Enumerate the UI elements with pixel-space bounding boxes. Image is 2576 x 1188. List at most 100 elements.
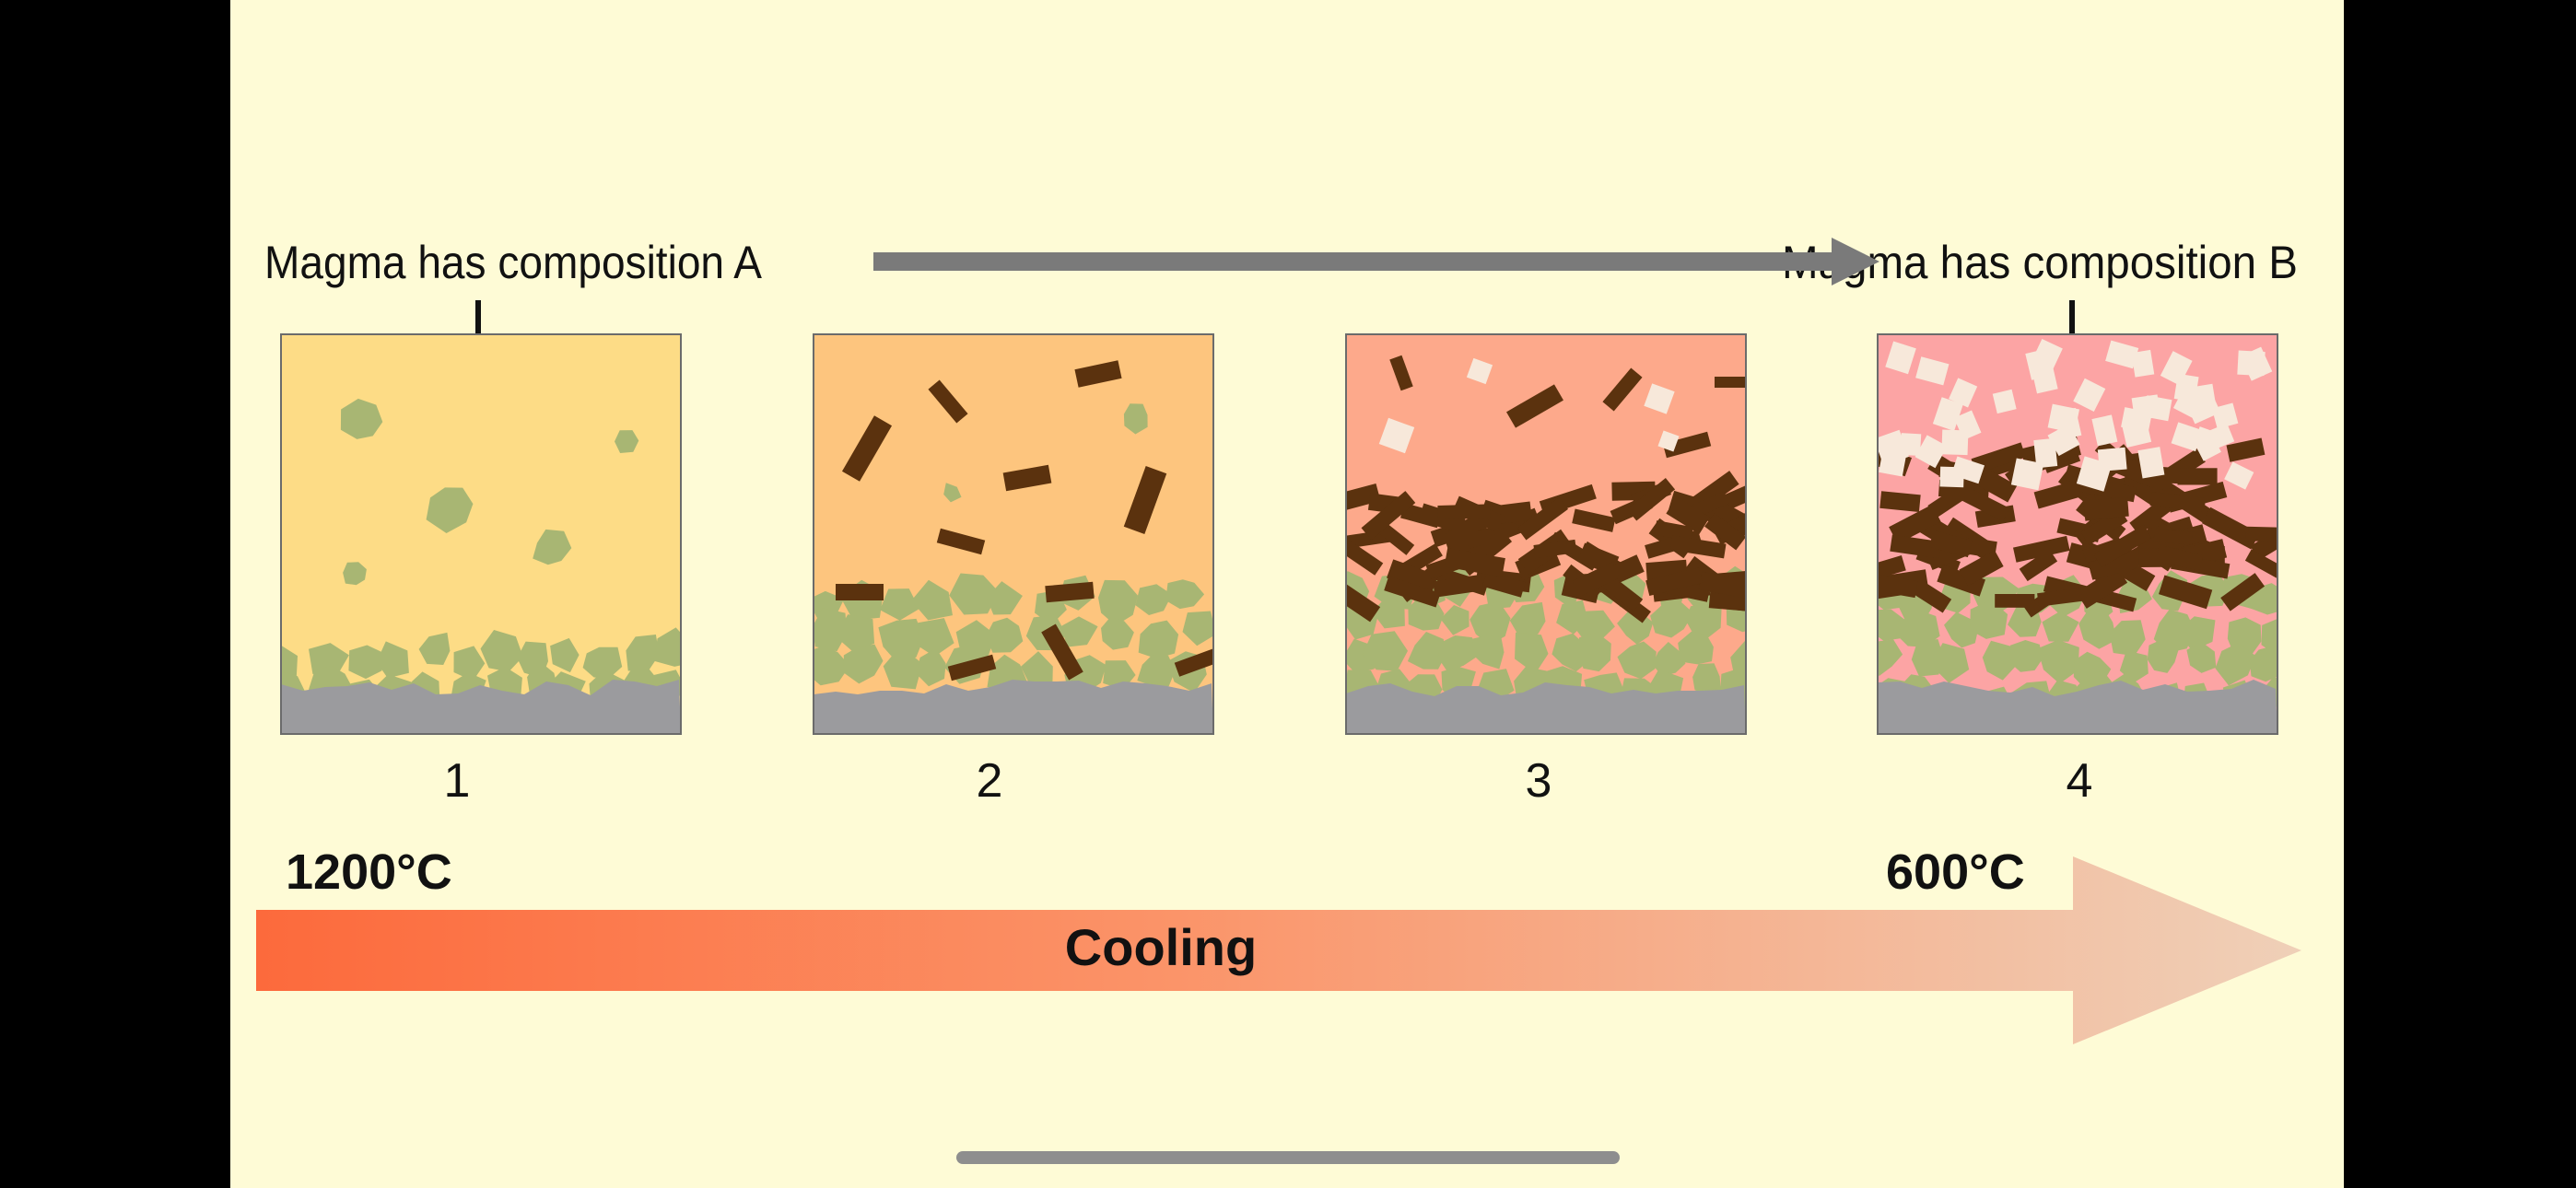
- olivine-crystal: [1515, 632, 1549, 674]
- olivine-crystal: [1101, 617, 1134, 650]
- olivine-crystal: [814, 608, 848, 652]
- feldspar-crystal: [1949, 378, 1978, 408]
- pyroxene-crystal: [1889, 504, 1941, 544]
- pyroxene-crystal: [2220, 573, 2266, 611]
- olivine-crystal: [376, 641, 409, 679]
- feldspar-crystal: [1885, 341, 1916, 375]
- pyroxene-crystal: [1878, 555, 1906, 581]
- pyroxene-crystal: [1444, 548, 1505, 577]
- feldspar-crystal: [1953, 410, 1982, 440]
- olivine-crystal: [1652, 642, 1686, 677]
- time-arrow: [873, 238, 1879, 285]
- pyroxene-crystal: [1715, 377, 1746, 388]
- olivine-crystal: [1469, 600, 1511, 646]
- pyroxene-crystal: [2093, 524, 2152, 568]
- slide-canvas: Magma has composition A Magma has compos…: [230, 0, 2344, 1188]
- panel-number-1: 1: [444, 754, 471, 808]
- feldspar-crystal: [1992, 389, 2017, 414]
- pyroxene-crystal: [1890, 534, 1942, 559]
- pyroxene-crystal: [1346, 577, 1381, 623]
- olivine-crystal: [626, 635, 660, 671]
- olivine-crystal: [1578, 632, 1611, 672]
- olivine-crystal: [426, 487, 474, 533]
- olivine-crystal: [1930, 643, 1970, 683]
- pyroxene-crystal: [1377, 522, 1415, 555]
- olivine-crystal: [1437, 635, 1479, 672]
- pyroxene-crystal: [2155, 544, 2204, 571]
- feldspar-crystal: [2010, 458, 2044, 491]
- olivine-crystal: [843, 644, 884, 684]
- olivine-crystal: [2177, 616, 2216, 651]
- olivine-crystal: [917, 618, 954, 657]
- pyroxene-crystal: [2149, 491, 2207, 512]
- panel-number-4: 4: [2067, 754, 2093, 808]
- pyroxene-crystal: [1662, 431, 1712, 459]
- pyroxene-crystal: [1572, 508, 1616, 532]
- pyroxene-crystal: [1437, 504, 1491, 520]
- pyroxene-crystal: [1123, 466, 1167, 534]
- feldspar-crystal: [2105, 340, 2139, 369]
- pyroxene-crystal: [1645, 567, 1703, 597]
- olivine-crystal: [2109, 620, 2146, 657]
- temperature-start: 1200°C: [286, 844, 452, 900]
- pyroxene-crystal: [2226, 437, 2266, 462]
- pyroxene-crystal: [2201, 507, 2260, 550]
- pyroxene-crystal: [1387, 559, 1438, 594]
- olivine-crystal: [986, 581, 1023, 615]
- olivine-crystal: [340, 398, 383, 439]
- olivine-crystal: [653, 627, 681, 667]
- pyroxene-crystal: [2037, 588, 2083, 607]
- olivine-crystal: [880, 588, 919, 621]
- olivine-crystal: [1650, 600, 1694, 638]
- feldspar-crystal: [2224, 461, 2254, 490]
- feldspar-crystal: [1914, 435, 1948, 469]
- feldspar-crystal: [2131, 349, 2155, 378]
- pyroxene-crystal: [1971, 442, 2026, 474]
- feldspar-crystal: [2173, 373, 2199, 402]
- olivine-crystal: [2037, 639, 2079, 684]
- temperature-end: 600°C: [1886, 844, 2025, 900]
- feldspar-crystal: [2076, 456, 2113, 492]
- olivine-crystal: [1572, 610, 1615, 641]
- olivine-crystal: [343, 562, 367, 586]
- olivine-crystal: [2249, 645, 2277, 682]
- feldspar-crystal: [1941, 429, 1969, 456]
- pyroxene-crystal: [1666, 496, 1710, 534]
- olivine-crystal: [453, 646, 486, 681]
- pyroxene-crystal: [1602, 367, 1643, 412]
- feldspar-crystal: [2143, 395, 2172, 422]
- pyroxene-crystal: [1669, 535, 1727, 559]
- olivine-crystal: [835, 614, 875, 652]
- pyroxene-crystal: [1928, 530, 1973, 558]
- pyroxene-crystal: [1995, 593, 2035, 608]
- olivine-crystal: [281, 645, 298, 680]
- pyroxene-crystal: [1174, 647, 1213, 677]
- panel-3: [1345, 333, 1747, 735]
- pyroxene-crystal: [1879, 491, 1921, 512]
- feldspar-crystal: [2025, 349, 2052, 380]
- olivine-crystal: [1685, 604, 1722, 639]
- olivine-crystal: [1970, 600, 2008, 639]
- olivine-crystal: [1165, 579, 1205, 610]
- pyroxene-crystal: [1384, 576, 1441, 608]
- pyroxene-crystal: [1346, 540, 1384, 576]
- feldspar-crystal: [1950, 456, 1985, 484]
- pyroxene-crystal: [1516, 496, 1568, 541]
- olivine-crystal: [814, 646, 850, 686]
- feldspar-crystal: [1466, 357, 1493, 385]
- feldspar-crystal: [1932, 397, 1963, 431]
- feldspar-crystal: [2073, 378, 2106, 412]
- pyroxene-crystal: [2153, 528, 2194, 545]
- feldspar-crystal: [1879, 445, 1908, 477]
- olivine-crystal: [1878, 639, 1903, 676]
- panel-2: [813, 333, 1214, 735]
- olivine-crystal: [1098, 579, 1139, 626]
- pyroxene-crystal: [1506, 384, 1563, 428]
- feldspar-crystal: [2121, 419, 2152, 448]
- pyroxene-crystal: [841, 415, 893, 482]
- panel-1: [280, 333, 682, 735]
- pyroxene-crystal: [2244, 549, 2277, 585]
- olivine-crystal: [1509, 601, 1546, 639]
- rock-floor: [814, 680, 1213, 734]
- olivine-crystal: [1135, 584, 1173, 615]
